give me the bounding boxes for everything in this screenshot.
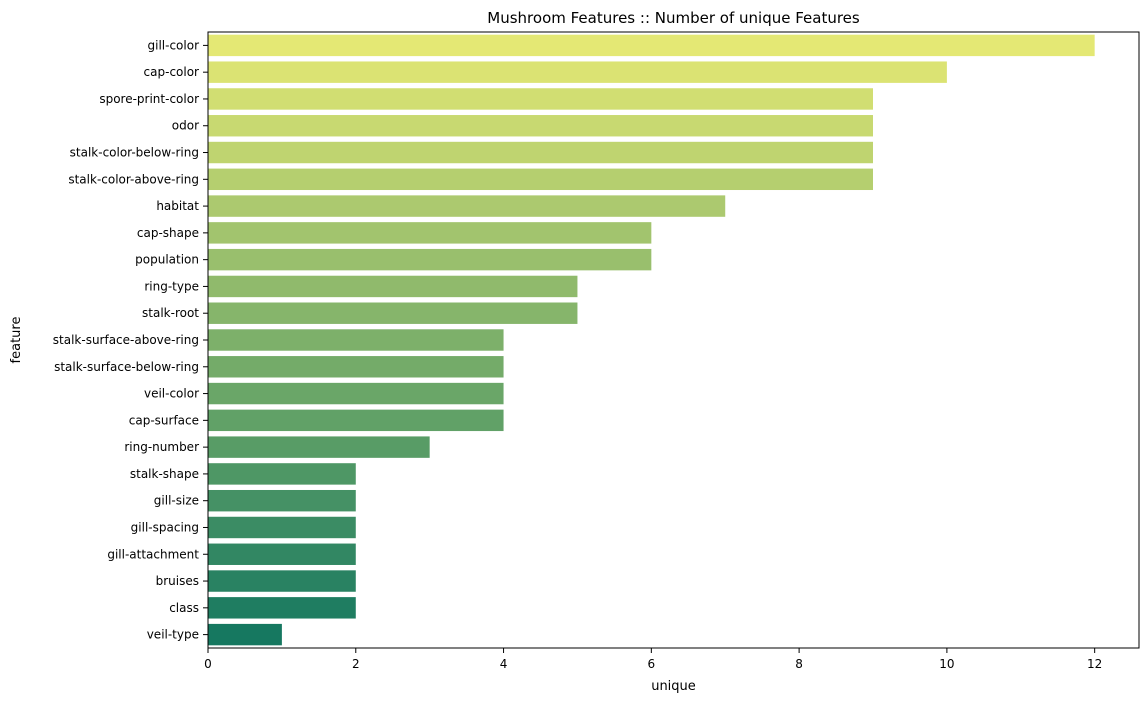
y-tick-label: stalk-shape <box>130 467 199 481</box>
y-tick-label: gill-spacing <box>131 520 199 534</box>
x-tick-label: 4 <box>500 657 508 671</box>
y-tick-label: cap-color <box>144 65 200 79</box>
y-tick-label: ring-type <box>144 279 199 293</box>
x-tick-label: 12 <box>1087 657 1102 671</box>
y-tick-label: veil-type <box>147 628 199 642</box>
y-tick-label: gill-size <box>154 494 199 508</box>
y-tick-label: population <box>135 253 199 267</box>
x-axis-label: unique <box>651 679 696 694</box>
bar-spore-print-color <box>208 88 873 110</box>
x-tick-label: 0 <box>204 657 212 671</box>
bar-gill-color <box>208 34 1095 57</box>
y-tick-label: veil-color <box>144 387 199 401</box>
y-tick-label: spore-print-color <box>99 92 199 106</box>
bar-stalk-surface-below-ring <box>208 356 504 378</box>
y-tick-label: stalk-color-below-ring <box>70 146 199 160</box>
bar-cap-surface <box>208 409 504 432</box>
bar-gill-size <box>208 489 356 512</box>
y-tick-label: stalk-surface-above-ring <box>53 333 199 347</box>
axes-border <box>207 31 1140 649</box>
x-tick-label: 6 <box>648 657 656 671</box>
bar-veil-color <box>208 382 504 405</box>
bar-stalk-surface-above-ring <box>208 329 504 351</box>
y-tick-label: stalk-color-above-ring <box>68 172 199 186</box>
y-tick-label: gill-color <box>148 38 200 52</box>
bar-population <box>208 248 652 271</box>
axes-frame <box>207 31 1140 649</box>
y-tick-label: stalk-surface-below-ring <box>54 360 199 374</box>
y-axis-label: feature <box>9 317 24 364</box>
bars-group <box>208 34 1095 646</box>
y-tick-label: habitat <box>156 199 199 213</box>
bar-ring-number <box>208 436 430 458</box>
y-tick-label: class <box>169 601 199 615</box>
y-tick-label: odor <box>172 119 199 133</box>
y-tick-label: stalk-root <box>142 306 199 320</box>
bar-class <box>208 597 356 619</box>
y-tick-label: cap-shape <box>137 226 199 240</box>
x-tick-label: 8 <box>795 657 803 671</box>
bar-gill-attachment <box>208 543 356 565</box>
bar-stalk-shape <box>208 463 356 485</box>
x-axis-ticks: 0 2 4 6 8 10 12 <box>204 648 1102 671</box>
bar-bruises <box>208 570 356 592</box>
y-tick-label: cap-surface <box>129 413 199 427</box>
x-tick-label: 10 <box>939 657 954 671</box>
y-tick-label: gill-attachment <box>107 547 199 561</box>
y-axis-ticks: gill-color cap-color spore-print-color odor… <box>53 38 208 642</box>
bar-ring-type <box>208 275 578 298</box>
y-tick-label: bruises <box>156 574 199 588</box>
bar-gill-spacing <box>208 516 356 539</box>
bar-cap-color <box>208 61 947 83</box>
bar-stalk-color-below-ring <box>208 141 873 164</box>
bar-veil-type <box>208 623 282 646</box>
bar-stalk-color-above-ring <box>208 168 873 191</box>
bar-habitat <box>208 195 726 217</box>
bar-odor <box>208 115 873 137</box>
x-tick-label: 2 <box>352 657 360 671</box>
bar-stalk-root <box>208 302 578 324</box>
y-tick-label: ring-number <box>124 440 199 454</box>
chart-title: Mushroom Features :: Number of unique Fe… <box>487 9 860 27</box>
bar-cap-shape <box>208 222 652 244</box>
